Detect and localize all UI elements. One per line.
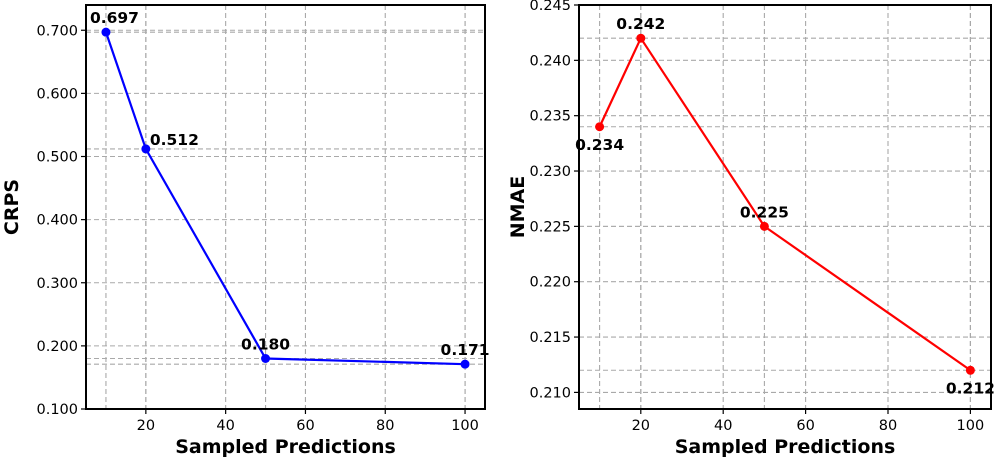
y-tick-label: 0.230: [529, 164, 571, 180]
x-tick-label: 40: [714, 418, 732, 434]
plot-frame: [85, 4, 486, 410]
y-tick-label: 0.225: [529, 219, 571, 235]
x-tick-label: 80: [879, 418, 897, 434]
data-point: [595, 122, 605, 132]
data-label: 0.512: [150, 131, 199, 149]
y-tick-label: 0.215: [529, 330, 571, 346]
y-tick-label: 0.220: [529, 275, 571, 291]
data-point: [261, 354, 271, 363]
data-label: 0.697: [90, 9, 139, 27]
x-tick-label: 100: [957, 418, 985, 434]
series-line: [598, 35, 972, 372]
data-label: 0.225: [740, 203, 789, 221]
crps-panel: 0.697 0.512 0.180 0.171 20 40 60 80 100 0.100 0.20…: [1, 4, 490, 458]
y-axis-title: CRPS: [1, 179, 23, 235]
x-tick-label: 100: [451, 418, 479, 434]
x-tick-label: 60: [796, 418, 814, 434]
y-tick-label: 0.200: [36, 339, 78, 355]
y-tick-label: 0.600: [36, 86, 78, 102]
data-point: [141, 144, 151, 154]
x-tick-label: 20: [632, 418, 650, 434]
y-tick-label: 0.235: [529, 109, 571, 125]
nmae-panel: 0.234 0.242 0.225 0.212 20 40 60 80 100 0.210 0.21…: [507, 0, 995, 458]
data-point: [101, 27, 111, 37]
data-label: 0.242: [616, 15, 665, 33]
y-tick-label: 0.300: [36, 276, 78, 292]
series-line: [104, 31, 466, 366]
data-point: [759, 221, 769, 231]
y-tick-label: 0.240: [529, 53, 571, 69]
y-axis-title: NMAE: [507, 176, 529, 239]
x-tick-label: 60: [296, 418, 314, 434]
y-tick-label: 0.400: [36, 213, 78, 229]
data-label: 0.212: [946, 379, 995, 397]
y-tick-label: 0.500: [36, 150, 78, 166]
x-tick-label: 40: [216, 418, 234, 434]
y-tick-label: 0.210: [529, 385, 571, 401]
data-label: 0.234: [575, 136, 624, 154]
data-label: 0.180: [241, 336, 290, 354]
x-tick-label: 80: [376, 418, 394, 434]
data-point: [636, 33, 646, 43]
y-tick-label: 0.100: [36, 402, 78, 418]
y-tick-label: 0.245: [529, 0, 571, 14]
y-tick-label: 0.700: [36, 23, 78, 39]
plot-frame: [578, 4, 992, 410]
x-tick-label: 20: [137, 418, 155, 434]
data-label: 0.171: [441, 341, 490, 359]
data-point: [965, 365, 975, 375]
data-point: [460, 359, 470, 369]
x-axis-title: Sampled Predictions: [675, 436, 896, 458]
x-axis-title: Sampled Predictions: [175, 436, 396, 458]
